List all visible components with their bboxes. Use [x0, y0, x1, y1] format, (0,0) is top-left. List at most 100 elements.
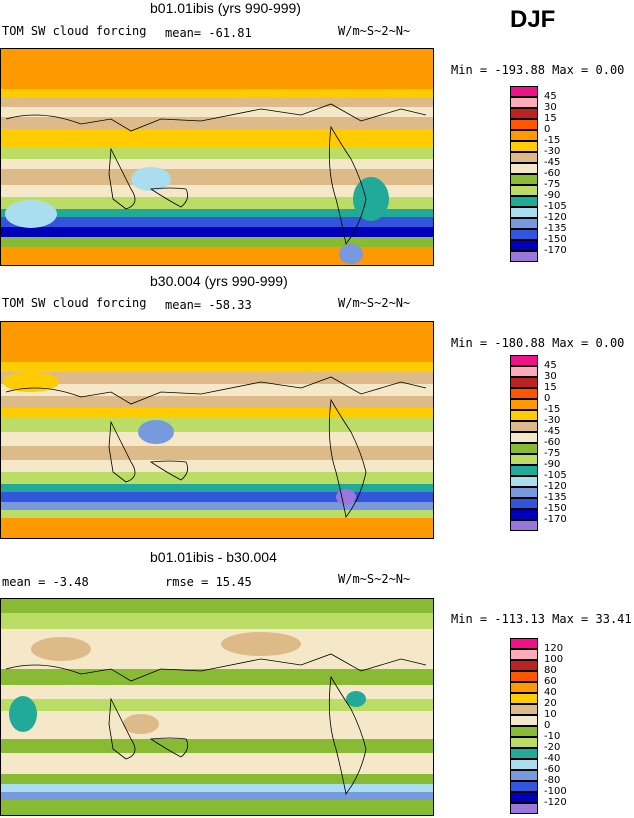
map-band	[1, 227, 433, 237]
map-band	[1, 408, 433, 418]
legend-label: -90	[544, 190, 561, 201]
legend-label: 30	[544, 371, 557, 382]
legend-label: -150	[544, 234, 567, 245]
legend-label: -75	[544, 179, 561, 190]
panel-2-variable-label: TOM SW cloud forcing	[2, 296, 147, 310]
map-band	[1, 613, 433, 629]
legend-label: 80	[544, 665, 557, 676]
legend-label: 0	[544, 720, 551, 731]
legend-label: -45	[544, 157, 561, 168]
legend-swatch	[510, 520, 538, 531]
map-band	[1, 784, 433, 792]
legend-swatch	[510, 130, 538, 141]
legend-swatch	[510, 410, 538, 421]
legend-label: -10	[544, 731, 561, 742]
panel-2-units: W/m~S~2~N~	[338, 296, 411, 310]
legend-label: 0	[544, 124, 551, 135]
map-coastline	[328, 125, 367, 245]
legend-label: 20	[544, 698, 557, 709]
map-coastline	[5, 376, 427, 405]
map-band	[1, 396, 433, 408]
map-band	[1, 460, 433, 472]
legend-label: -75	[544, 448, 561, 459]
panel-1-legend: 45 30 15 0 -15 -30 -45 -60 -75 -90 -105 -120 -135 -15…	[510, 86, 570, 266]
legend-label: -30	[544, 146, 561, 157]
legend-swatch	[510, 792, 538, 803]
map-coastline	[5, 653, 427, 682]
map-band	[1, 446, 433, 460]
map-region	[9, 696, 37, 732]
panel-3-rmse: rmse = 15.45	[165, 575, 252, 589]
map-band	[1, 209, 433, 217]
panel-1-variable-label: TOM SW cloud forcing	[2, 24, 147, 38]
legend-swatch	[510, 682, 538, 693]
legend-label: 10	[544, 709, 557, 720]
map-region	[346, 691, 366, 707]
legend-swatch	[510, 108, 538, 119]
panel-1-units: W/m~S~2~N~	[338, 24, 411, 38]
map-band	[1, 362, 433, 372]
panel-1-title: b01.01ibis (yrs 990-999)	[150, 0, 301, 16]
legend-swatch	[510, 141, 538, 152]
legend-swatch	[510, 174, 538, 185]
map-region	[123, 714, 159, 734]
legend-swatch	[510, 759, 538, 770]
legend-swatch	[510, 693, 538, 704]
legend-label: -170	[544, 245, 567, 256]
legend-label: 120	[544, 643, 564, 654]
map-band	[1, 129, 433, 147]
panel-3-units: W/m~S~2~N~	[338, 572, 411, 586]
legend-label: 40	[544, 687, 557, 698]
map-band	[1, 472, 433, 484]
legend-label: 45	[544, 360, 557, 371]
map-band	[1, 699, 433, 711]
legend-label: -120	[544, 212, 567, 223]
map-band	[1, 502, 433, 510]
map-coastline	[149, 460, 189, 481]
legend-swatch	[510, 487, 538, 498]
legend-swatch	[510, 660, 538, 671]
map-coastline	[5, 103, 427, 132]
legend-swatch	[510, 185, 538, 196]
map-band	[1, 384, 433, 396]
map-band	[1, 147, 433, 159]
panel-2-mean: mean= -58.33	[165, 298, 252, 312]
map-band	[1, 247, 433, 265]
map-band	[1, 669, 433, 685]
legend-label: 100	[544, 654, 564, 665]
legend-label: -120	[544, 797, 567, 808]
legend-swatch	[510, 704, 538, 715]
map-region	[336, 489, 356, 505]
map-band	[1, 792, 433, 800]
map-band	[1, 484, 433, 492]
panel-1-map	[0, 48, 434, 266]
legend-label: -100	[544, 786, 567, 797]
map-band	[1, 185, 433, 197]
legend-label: -45	[544, 426, 561, 437]
legend-label: -60	[544, 764, 561, 775]
map-region	[138, 420, 174, 444]
map-band	[1, 159, 433, 169]
panel-1-range: Min = -193.88 Max = 0.00	[451, 63, 625, 77]
map-region	[339, 244, 363, 264]
legend-swatch	[510, 152, 538, 163]
legend-label: -15	[544, 135, 561, 146]
legend-swatch	[510, 465, 538, 476]
legend-swatch	[510, 737, 538, 748]
panel-3-range: Min = -113.13 Max = 33.41	[451, 612, 632, 626]
legend-swatch	[510, 781, 538, 792]
legend-label: -105	[544, 201, 567, 212]
legend-swatch	[510, 218, 538, 229]
map-region	[31, 637, 91, 661]
legend-swatch	[510, 671, 538, 682]
legend-swatch	[510, 86, 538, 97]
map-region	[353, 177, 389, 221]
legend-swatch	[510, 715, 538, 726]
legend-swatch	[510, 726, 538, 737]
legend-label: -30	[544, 415, 561, 426]
legend-label: -150	[544, 503, 567, 514]
panel-1-map-svg	[1, 49, 433, 265]
legend-swatch	[510, 377, 538, 388]
map-coastline	[328, 675, 367, 795]
legend-label: -60	[544, 168, 561, 179]
